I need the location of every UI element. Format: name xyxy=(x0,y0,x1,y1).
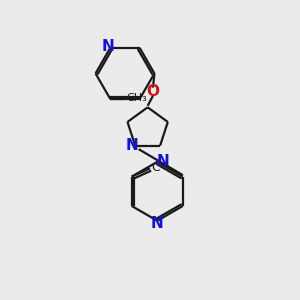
Text: O: O xyxy=(146,84,159,99)
Text: N: N xyxy=(101,39,114,54)
Text: N: N xyxy=(125,138,138,153)
Text: CH₃: CH₃ xyxy=(126,93,147,103)
Text: N: N xyxy=(157,154,169,169)
Text: C: C xyxy=(151,161,160,174)
Text: N: N xyxy=(151,216,164,231)
